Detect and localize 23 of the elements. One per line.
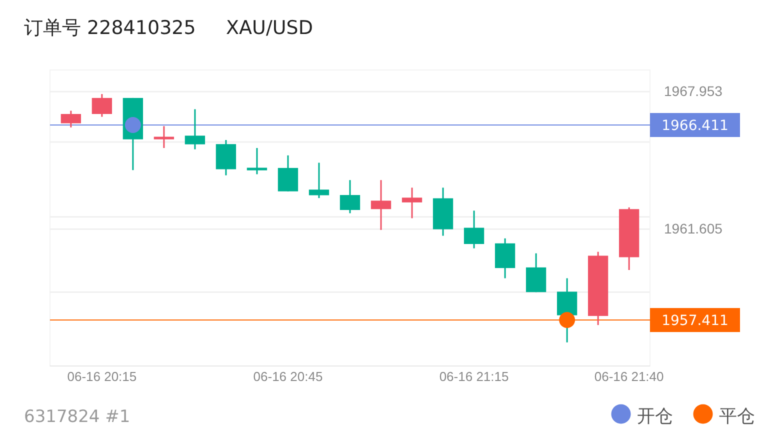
ref-line-label: 1966.411 <box>662 118 728 134</box>
ref-line-label: 1957.411 <box>662 313 728 330</box>
legend-label: 平仓 <box>719 406 755 427</box>
candlestick <box>60 110 82 128</box>
candlestick <box>278 154 298 192</box>
text: 6317824 #1 <box>24 407 130 427</box>
candlestick <box>464 210 484 250</box>
candlestick <box>340 179 360 214</box>
x-tick-label: 06-16 21:40 <box>594 369 664 384</box>
candlestick <box>370 179 392 231</box>
y-tick-label: 1967.953 <box>664 83 723 100</box>
x-tick-label: 06-16 20:45 <box>253 369 323 384</box>
y-tick-label: 1961.605 <box>664 220 723 237</box>
x-tick-label: 06-16 21:15 <box>439 369 509 384</box>
candlestick <box>246 147 268 175</box>
chart-title: 订单号 228410325 XAU/USD <box>24 17 313 39</box>
candlestick <box>154 125 174 149</box>
legend-label: 开仓 <box>637 406 673 427</box>
candlestick <box>308 162 330 199</box>
x-tick-label: 06-16 20:15 <box>67 369 137 384</box>
candlestick <box>184 108 206 150</box>
candlestick <box>402 186 422 219</box>
candlestick <box>92 93 112 118</box>
